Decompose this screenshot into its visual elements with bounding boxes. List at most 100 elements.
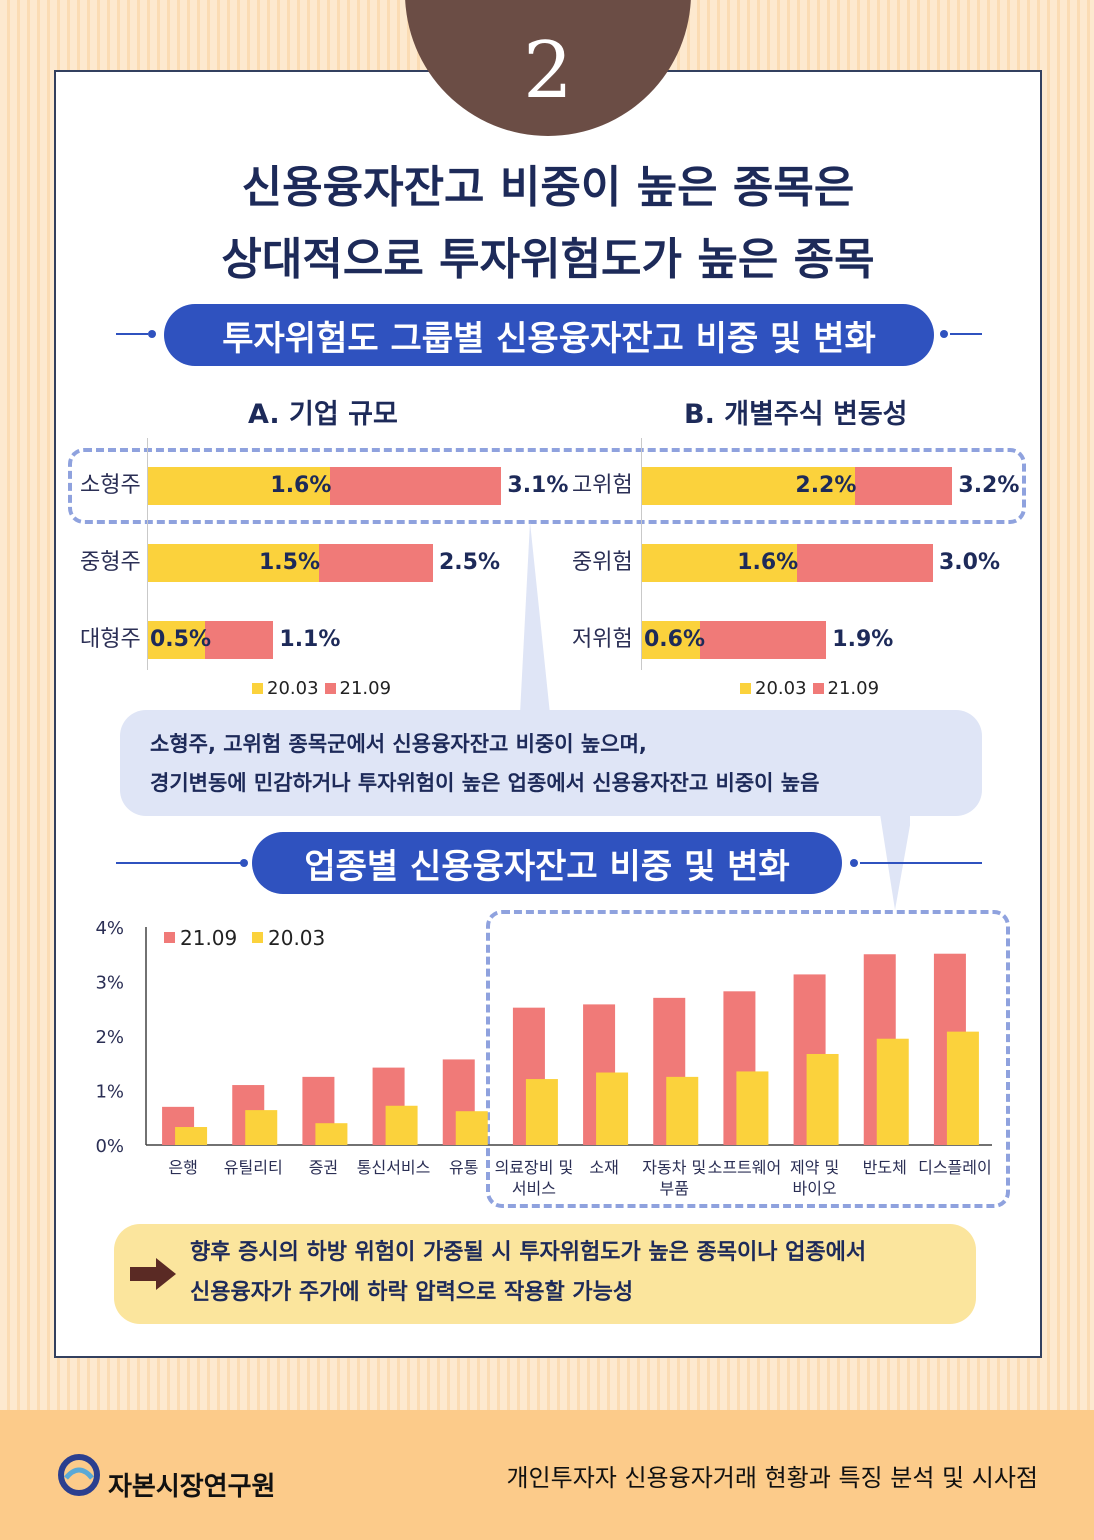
- implication-box: [114, 1224, 976, 1324]
- chart-b-title: B. 개별주식 변동성: [684, 399, 908, 430]
- column-2003: [175, 1127, 208, 1145]
- page-title-line2: 상대적으로 투자위험도가 높은 종목: [221, 234, 875, 285]
- highlight-box-high-risk-industries: [486, 910, 1010, 1208]
- bar-label-2109: 2.5%: [439, 550, 501, 575]
- heading-rule-left: [116, 333, 148, 335]
- column-2003: [385, 1105, 418, 1145]
- heading-rule-left: [116, 862, 242, 864]
- y-tick-label: 1%: [95, 1082, 124, 1103]
- bar-label-2003: 1.6%: [737, 550, 799, 575]
- legend-swatch-2003: [252, 932, 263, 943]
- chart-a-legend: 20.03 21.09: [252, 678, 391, 699]
- bar-label-2003: 0.6%: [644, 627, 706, 652]
- x-category-label: 소재: [589, 1158, 618, 1177]
- y-tick-label: 4%: [95, 918, 124, 939]
- bar-2003: [642, 467, 856, 505]
- x-category-label: 증권: [309, 1158, 338, 1177]
- legend-swatch-2109: [324, 683, 336, 694]
- chart-a-category: 대형주: [80, 627, 141, 652]
- x-category-label: 자동차 및: [642, 1158, 706, 1177]
- column-2003: [666, 1076, 699, 1145]
- x-category-label: 디스플레이: [918, 1158, 992, 1177]
- bar-label-2109: 1.1%: [279, 627, 341, 652]
- column-2003: [876, 1038, 909, 1145]
- implication-line1: 향후 증시의 하방 위험이 가중될 시 투자위험도가 높은 종목이나 업종에서: [190, 1240, 867, 1265]
- x-category-label: 유틸리티: [224, 1158, 283, 1177]
- x-category-label: 반도체: [863, 1158, 907, 1177]
- kcmi-logo-icon: [58, 1454, 100, 1496]
- x-category-label: 소프트웨어: [708, 1158, 782, 1177]
- bar-label-2109: 3.0%: [939, 550, 1001, 575]
- summary-bubble: [120, 710, 982, 816]
- column-2003: [525, 1079, 558, 1145]
- x-category-label: 의료장비 및: [495, 1158, 574, 1177]
- bubble-pointer-up: [520, 522, 550, 714]
- legend-label-2109: 21.09: [827, 678, 880, 699]
- bar-label-2109: 3.2%: [958, 473, 1020, 498]
- heading-rule-right: [860, 862, 982, 864]
- page-title-line1: 신용융자잔고 비중이 높은 종목은: [241, 162, 855, 213]
- implication-line2: 신용융자가 주가에 하락 압력으로 작용할 가능성: [190, 1280, 634, 1305]
- bar-label-2003: 1.6%: [270, 473, 332, 498]
- legend-swatch-2109: [812, 683, 824, 694]
- bar-label-2003: 1.5%: [259, 550, 321, 575]
- legend-label-2109: 21.09: [180, 926, 237, 950]
- section-heading-industry: 업종별 신용융자잔고 비중 및 변화: [252, 832, 842, 894]
- x-category-label: 통신서비스: [357, 1158, 431, 1177]
- highlight-box-high-risk-row: [68, 448, 1026, 524]
- bar-label-2003: 2.2%: [795, 473, 857, 498]
- report-title: 개인투자자 신용융자거래 현황과 특징 분석 및 시사점: [506, 1464, 1038, 1492]
- chart-b-category: 고위험: [572, 473, 633, 498]
- footer: 자본시장연구원 개인투자자 신용융자거래 현황과 특징 분석 및 시사점: [0, 1410, 1094, 1540]
- heading-rule-right: [950, 333, 982, 335]
- chart-a-axis: [147, 438, 148, 670]
- chart-a-title: A. 기업 규모: [248, 399, 398, 430]
- section-number: 2: [523, 26, 573, 116]
- summary-line1: 소형주, 고위험 종목군에서 신용융자잔고 비중이 높으며,: [150, 732, 647, 756]
- column-2003: [245, 1110, 278, 1145]
- chart-b-category: 저위험: [572, 627, 633, 652]
- legend-swatch-2003: [252, 683, 263, 694]
- legend-swatch-2003: [740, 683, 751, 694]
- legend-label-2003: 20.03: [267, 678, 319, 699]
- section-heading-risk-groups: 투자위험도 그룹별 신용융자잔고 비중 및 변화: [164, 304, 934, 366]
- arrow-right-icon: [130, 1258, 176, 1290]
- chart-a-category: 소형주: [80, 473, 141, 498]
- org-name: 자본시장연구원: [108, 1472, 276, 1502]
- heading-dot-right: [940, 330, 948, 338]
- bar-label-2109: 1.9%: [832, 627, 894, 652]
- bar-2003: [642, 544, 798, 582]
- x-category-label: 부품: [660, 1179, 689, 1198]
- bar-2003: [148, 467, 331, 505]
- chart-b-legend: 20.03 21.09: [740, 678, 879, 699]
- y-tick-label: 0%: [95, 1136, 124, 1157]
- chart-a-category: 중형주: [80, 550, 141, 575]
- legend-label-2003: 20.03: [755, 678, 807, 699]
- bar-2003: [148, 544, 319, 582]
- x-category-label: 은행: [168, 1158, 197, 1177]
- chart-b-category: 중위험: [572, 550, 633, 575]
- heading-dot-left: [148, 330, 156, 338]
- y-tick-label: 2%: [95, 1027, 124, 1048]
- column-2003: [455, 1111, 488, 1145]
- summary-line2: 경기변동에 민감하거나 투자위험이 높은 업종에서 신용융자잔고 비중이 높음: [150, 771, 820, 795]
- x-category-label: 제약 및: [790, 1158, 839, 1177]
- column-2003: [736, 1071, 769, 1145]
- legend-swatch-2109: [164, 932, 175, 943]
- y-tick-label: 3%: [95, 973, 124, 994]
- x-category-label: 유통: [449, 1158, 478, 1177]
- chart-b-axis: [641, 438, 642, 670]
- bar-label-2109: 3.1%: [507, 473, 569, 498]
- bar-2003: [642, 621, 701, 659]
- bar-label-2003: 0.5%: [150, 627, 212, 652]
- x-category-label: 바이오: [792, 1179, 836, 1198]
- heading-dot-right: [850, 859, 858, 867]
- column-2003: [946, 1031, 979, 1145]
- heading-dot-left: [240, 859, 248, 867]
- legend-label-2109: 21.09: [339, 678, 392, 699]
- bar-2003: [148, 621, 205, 659]
- column-2003: [806, 1053, 839, 1145]
- column-2003: [315, 1123, 348, 1145]
- column-2003: [596, 1072, 629, 1145]
